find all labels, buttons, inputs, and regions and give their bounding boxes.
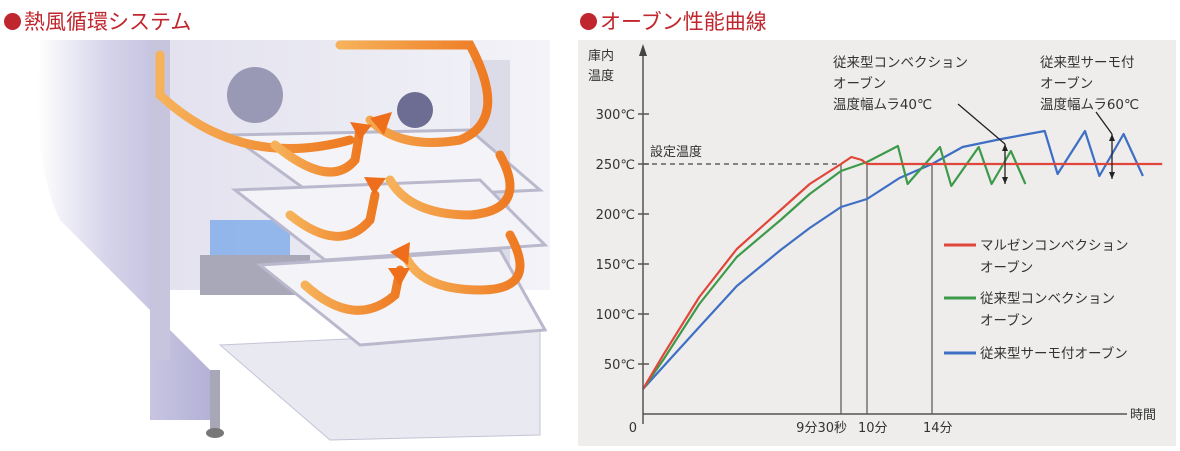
cabinet-side [37,40,210,420]
annotation-text: 温度幅ムラ40℃ [833,97,932,113]
y-tick-label: 150℃ [596,258,635,273]
arrow-heads [350,112,410,286]
hot-air-arrows [155,40,525,315]
arrowhead-icon [1002,144,1008,151]
right-title-text: オーブン性能曲線 [600,10,767,34]
legend-label: 従来型サーモ付オーブン [980,345,1128,362]
series-line [642,155,1163,390]
y-tick-label: 100℃ [596,308,635,323]
left-title-text: 熱風循環システム [24,10,192,34]
annotation-text: 従来型コンベクション [833,55,968,71]
oven-illustration [37,40,550,441]
annotation-text: 従来型サーモ付 [1040,55,1135,71]
y-axis-label-line1: 庫内 [588,48,614,64]
left-panel-title: 熱風循環システム [4,6,191,36]
annotation-text: オーブン [1040,75,1093,92]
annotation-text: オーブン [833,75,886,92]
y-axis-label-line2: 温度 [588,68,614,84]
bullet-icon [580,13,597,30]
y-axis-arrow-icon [639,44,647,56]
legend-label: オーブン [980,259,1033,276]
x-tick-label: 9分30秒 [796,421,847,436]
arrowhead-icon [1109,172,1115,179]
y-tick-label: 250℃ [596,158,635,173]
y-tick-label: 200℃ [596,208,635,223]
x-tick-label: 14分 [923,421,953,436]
tray-bottom [256,248,548,347]
series-line [642,129,1144,390]
annotation-pointer [957,103,1006,145]
legend-label: 従来型コンベクション [980,291,1115,307]
y-tick-label: 50℃ [604,358,635,373]
legend-label: マルゼンコンベクション [980,238,1129,254]
y-tick-label: 300℃ [596,108,635,123]
right-panel-title: オーブン性能曲線 [580,6,767,36]
bullet-icon [4,13,21,30]
x-axis-label: 時間 [1130,408,1156,423]
annotation-text: 温度幅ムラ60℃ [1040,97,1139,113]
annotation-pointer [1095,111,1113,135]
series-line [642,144,1027,390]
arrowhead-icon [1002,177,1008,184]
legend-label: オーブン [980,312,1033,329]
fan-icon [227,67,283,123]
chart-background [578,40,1176,446]
setpoint-label: 設定温度 [650,144,702,160]
arrowhead-icon [1109,134,1115,141]
x-tick-label: 10分 [858,421,888,436]
tray-middle [230,178,549,262]
x-tick-label: 0 [629,421,637,436]
